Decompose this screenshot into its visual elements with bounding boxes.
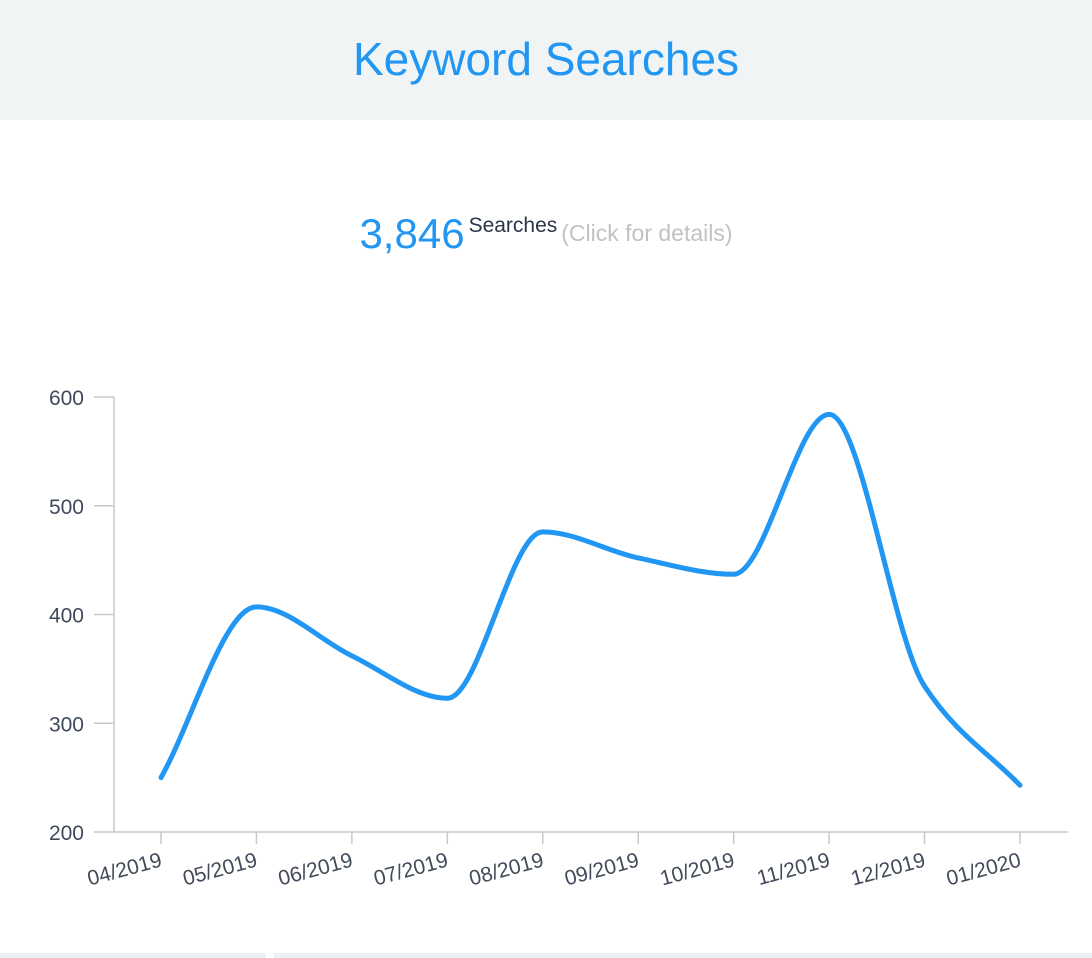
x-tick-label: 08/2019	[467, 849, 546, 891]
header-bar: Keyword Searches	[0, 0, 1092, 120]
data-point[interactable]	[348, 652, 356, 660]
data-point[interactable]	[539, 528, 547, 536]
y-tick-label: 300	[49, 713, 84, 736]
footer-divider-left	[0, 953, 266, 958]
y-tick-label: 500	[49, 496, 84, 519]
y-tick-label: 200	[49, 822, 84, 845]
series-line	[158, 411, 1023, 788]
x-tick-label: 12/2019	[849, 849, 928, 891]
footer-divider-right	[274, 953, 1092, 958]
data-point[interactable]	[1016, 781, 1024, 789]
data-point[interactable]	[730, 570, 738, 578]
page-title: Keyword Searches	[352, 33, 740, 85]
x-tick-label: 11/2019	[755, 849, 833, 890]
data-point[interactable]	[634, 554, 642, 562]
x-tick-label: 07/2019	[371, 849, 450, 891]
details-link[interactable]: (Click for details)	[561, 220, 733, 246]
data-point[interactable]	[921, 682, 929, 690]
x-tick-label: 10/2019	[658, 849, 737, 891]
x-tick-label: 06/2019	[276, 849, 355, 891]
y-tick-label: 400	[49, 605, 84, 628]
x-tick-label: 01/2020	[944, 849, 1023, 891]
data-point[interactable]	[252, 603, 260, 611]
y-tick-label: 600	[49, 387, 84, 410]
search-count[interactable]: 3,846	[359, 210, 465, 257]
search-summary[interactable]: 3,846 Searches (Click for details)	[0, 210, 1092, 258]
search-count-label: Searches	[468, 214, 558, 237]
x-tick-label: 04/2019	[85, 849, 164, 891]
data-point[interactable]	[825, 410, 833, 418]
x-tick-label: 09/2019	[562, 849, 641, 891]
x-tick-label: 05/2019	[180, 849, 259, 891]
data-point[interactable]	[157, 774, 165, 782]
data-point[interactable]	[443, 694, 451, 702]
